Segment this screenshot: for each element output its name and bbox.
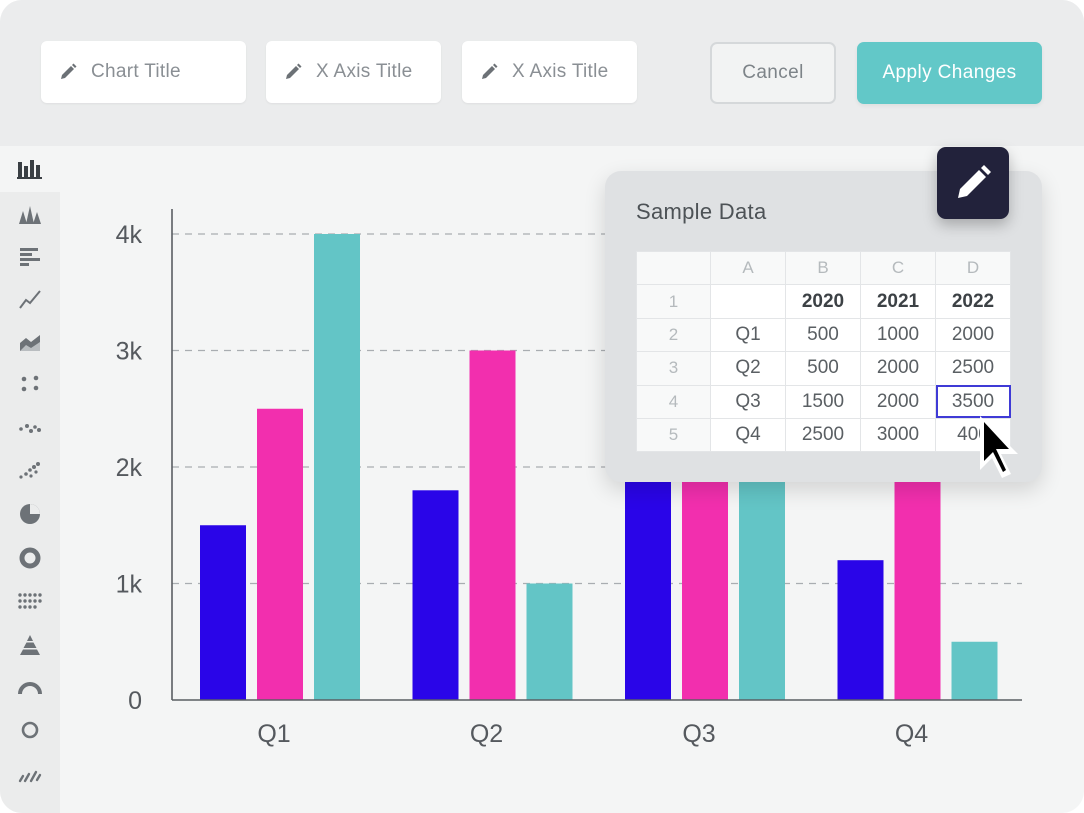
bar bbox=[257, 408, 303, 700]
edit-data-button[interactable] bbox=[937, 147, 1009, 219]
bar-chart-icon[interactable] bbox=[14, 153, 46, 183]
grid-cell[interactable]: 2020 bbox=[785, 284, 861, 319]
pencil-icon bbox=[958, 165, 991, 198]
area-chart-icon[interactable] bbox=[14, 327, 46, 357]
pencil-icon bbox=[61, 63, 77, 79]
x-tick-label: Q3 bbox=[682, 720, 715, 748]
bar bbox=[200, 525, 246, 700]
dot-plot-icon[interactable] bbox=[14, 369, 46, 399]
chart-type-sidebar bbox=[0, 146, 60, 813]
grid-row: 4 Q3 1500 2000 3500 bbox=[636, 384, 1011, 419]
panel-title: Sample Data bbox=[636, 199, 767, 224]
grid-cell[interactable]: 500 bbox=[785, 317, 861, 353]
grid-cell[interactable]: Q3 bbox=[710, 384, 786, 419]
x-axis-title-field[interactable]: X Axis Title bbox=[266, 41, 441, 103]
bar bbox=[412, 490, 459, 700]
apply-changes-button[interactable]: Apply Changes bbox=[857, 42, 1042, 104]
scatter-icon[interactable] bbox=[14, 413, 46, 443]
grid-cell[interactable]: 2021 bbox=[860, 284, 936, 319]
row-header[interactable]: 4 bbox=[636, 384, 711, 419]
grid-cell[interactable]: 2500 bbox=[935, 351, 1011, 386]
bubble-icon[interactable] bbox=[14, 455, 46, 485]
chart-title-field[interactable]: Chart Title bbox=[41, 41, 246, 103]
grid-cell[interactable]: Q4 bbox=[710, 417, 786, 453]
bar bbox=[951, 641, 998, 700]
grid-row: 1 2020 2021 2022 bbox=[636, 284, 1011, 319]
grid-cell[interactable]: 500 bbox=[785, 351, 861, 386]
grid-cell[interactable]: 1000 bbox=[860, 317, 936, 353]
bar bbox=[739, 478, 785, 700]
mouse-pointer-icon bbox=[980, 416, 1018, 478]
x-tick-label: Q4 bbox=[895, 720, 928, 748]
row-header[interactable]: 5 bbox=[636, 417, 711, 453]
sparkline-icon[interactable] bbox=[14, 759, 46, 789]
gauge-icon[interactable] bbox=[14, 673, 46, 703]
ring-icon[interactable] bbox=[14, 715, 46, 745]
grid-cell[interactable]: 3000 bbox=[860, 417, 936, 453]
x-axis-title-field-2[interactable]: X Axis Title bbox=[462, 41, 637, 103]
cancel-button[interactable]: Cancel bbox=[710, 42, 836, 104]
x-tick-label: Q2 bbox=[470, 720, 503, 748]
bar bbox=[894, 478, 941, 700]
histogram-icon[interactable] bbox=[14, 199, 46, 229]
row-header[interactable]: 3 bbox=[636, 351, 711, 386]
grid-row: 5 Q4 2500 3000 400 bbox=[636, 417, 1011, 453]
pie-icon[interactable] bbox=[14, 499, 46, 529]
donut-icon[interactable] bbox=[14, 543, 46, 573]
x-tick-label: Q1 bbox=[257, 720, 290, 748]
column-header[interactable]: C bbox=[860, 250, 936, 286]
pencil-icon bbox=[286, 63, 302, 79]
chart-bars bbox=[200, 234, 998, 700]
line-chart-icon[interactable] bbox=[14, 284, 46, 314]
column-header[interactable]: D bbox=[935, 250, 1011, 286]
grid-cell[interactable]: 2000 bbox=[860, 351, 936, 386]
bar bbox=[314, 234, 360, 700]
y-tick-label: 1k bbox=[116, 571, 143, 599]
grid-cell[interactable]: 2000 bbox=[935, 317, 1011, 353]
bar bbox=[837, 560, 884, 700]
y-tick-label: 3k bbox=[116, 338, 143, 366]
grid-cell[interactable]: 2500 bbox=[785, 417, 861, 453]
column-header[interactable] bbox=[636, 250, 711, 286]
grid-cell[interactable]: Q2 bbox=[710, 351, 786, 386]
chart-axes bbox=[171, 209, 1022, 701]
grid-row: 3 Q2 500 2000 2500 bbox=[636, 351, 1011, 386]
y-tick-label: 4k bbox=[116, 221, 143, 249]
pencil-icon bbox=[482, 63, 498, 79]
data-grid: A B C D 1 2020 2021 2022 2 Q1 500 1000 2000 3 Q2 500 200… bbox=[636, 250, 1011, 453]
y-tick-label: 2k bbox=[116, 454, 143, 482]
chart-title-label: Chart Title bbox=[91, 61, 181, 82]
column-header[interactable]: B bbox=[785, 250, 861, 286]
grid-cell[interactable]: Q1 bbox=[710, 317, 786, 353]
grid-row: 2 Q1 500 1000 2000 bbox=[636, 317, 1011, 353]
row-header[interactable]: 2 bbox=[636, 317, 711, 353]
bar bbox=[625, 478, 671, 700]
x-axis-title-label: X Axis Title bbox=[316, 61, 413, 82]
sample-data-panel: Sample Data A B C D 1 2020 2021 2022 2 Q1 500 1000 2… bbox=[605, 171, 1042, 482]
bar bbox=[469, 350, 516, 700]
x-axis-title-label-2: X Axis Title bbox=[512, 61, 609, 82]
bar bbox=[526, 583, 573, 700]
pyramid-icon[interactable] bbox=[14, 630, 46, 660]
grid-cell[interactable]: 2000 bbox=[860, 384, 936, 419]
grid-cell[interactable] bbox=[710, 284, 786, 319]
grid-cell[interactable]: 2022 bbox=[935, 284, 1011, 319]
horizontal-bar-icon[interactable] bbox=[14, 242, 46, 272]
column-header[interactable]: A bbox=[710, 250, 786, 286]
bar bbox=[682, 478, 728, 700]
grid-cell[interactable]: 1500 bbox=[785, 384, 861, 419]
dot-matrix-icon[interactable] bbox=[14, 586, 46, 616]
y-tick-label: 0 bbox=[128, 687, 142, 715]
row-header[interactable]: 1 bbox=[636, 284, 711, 319]
